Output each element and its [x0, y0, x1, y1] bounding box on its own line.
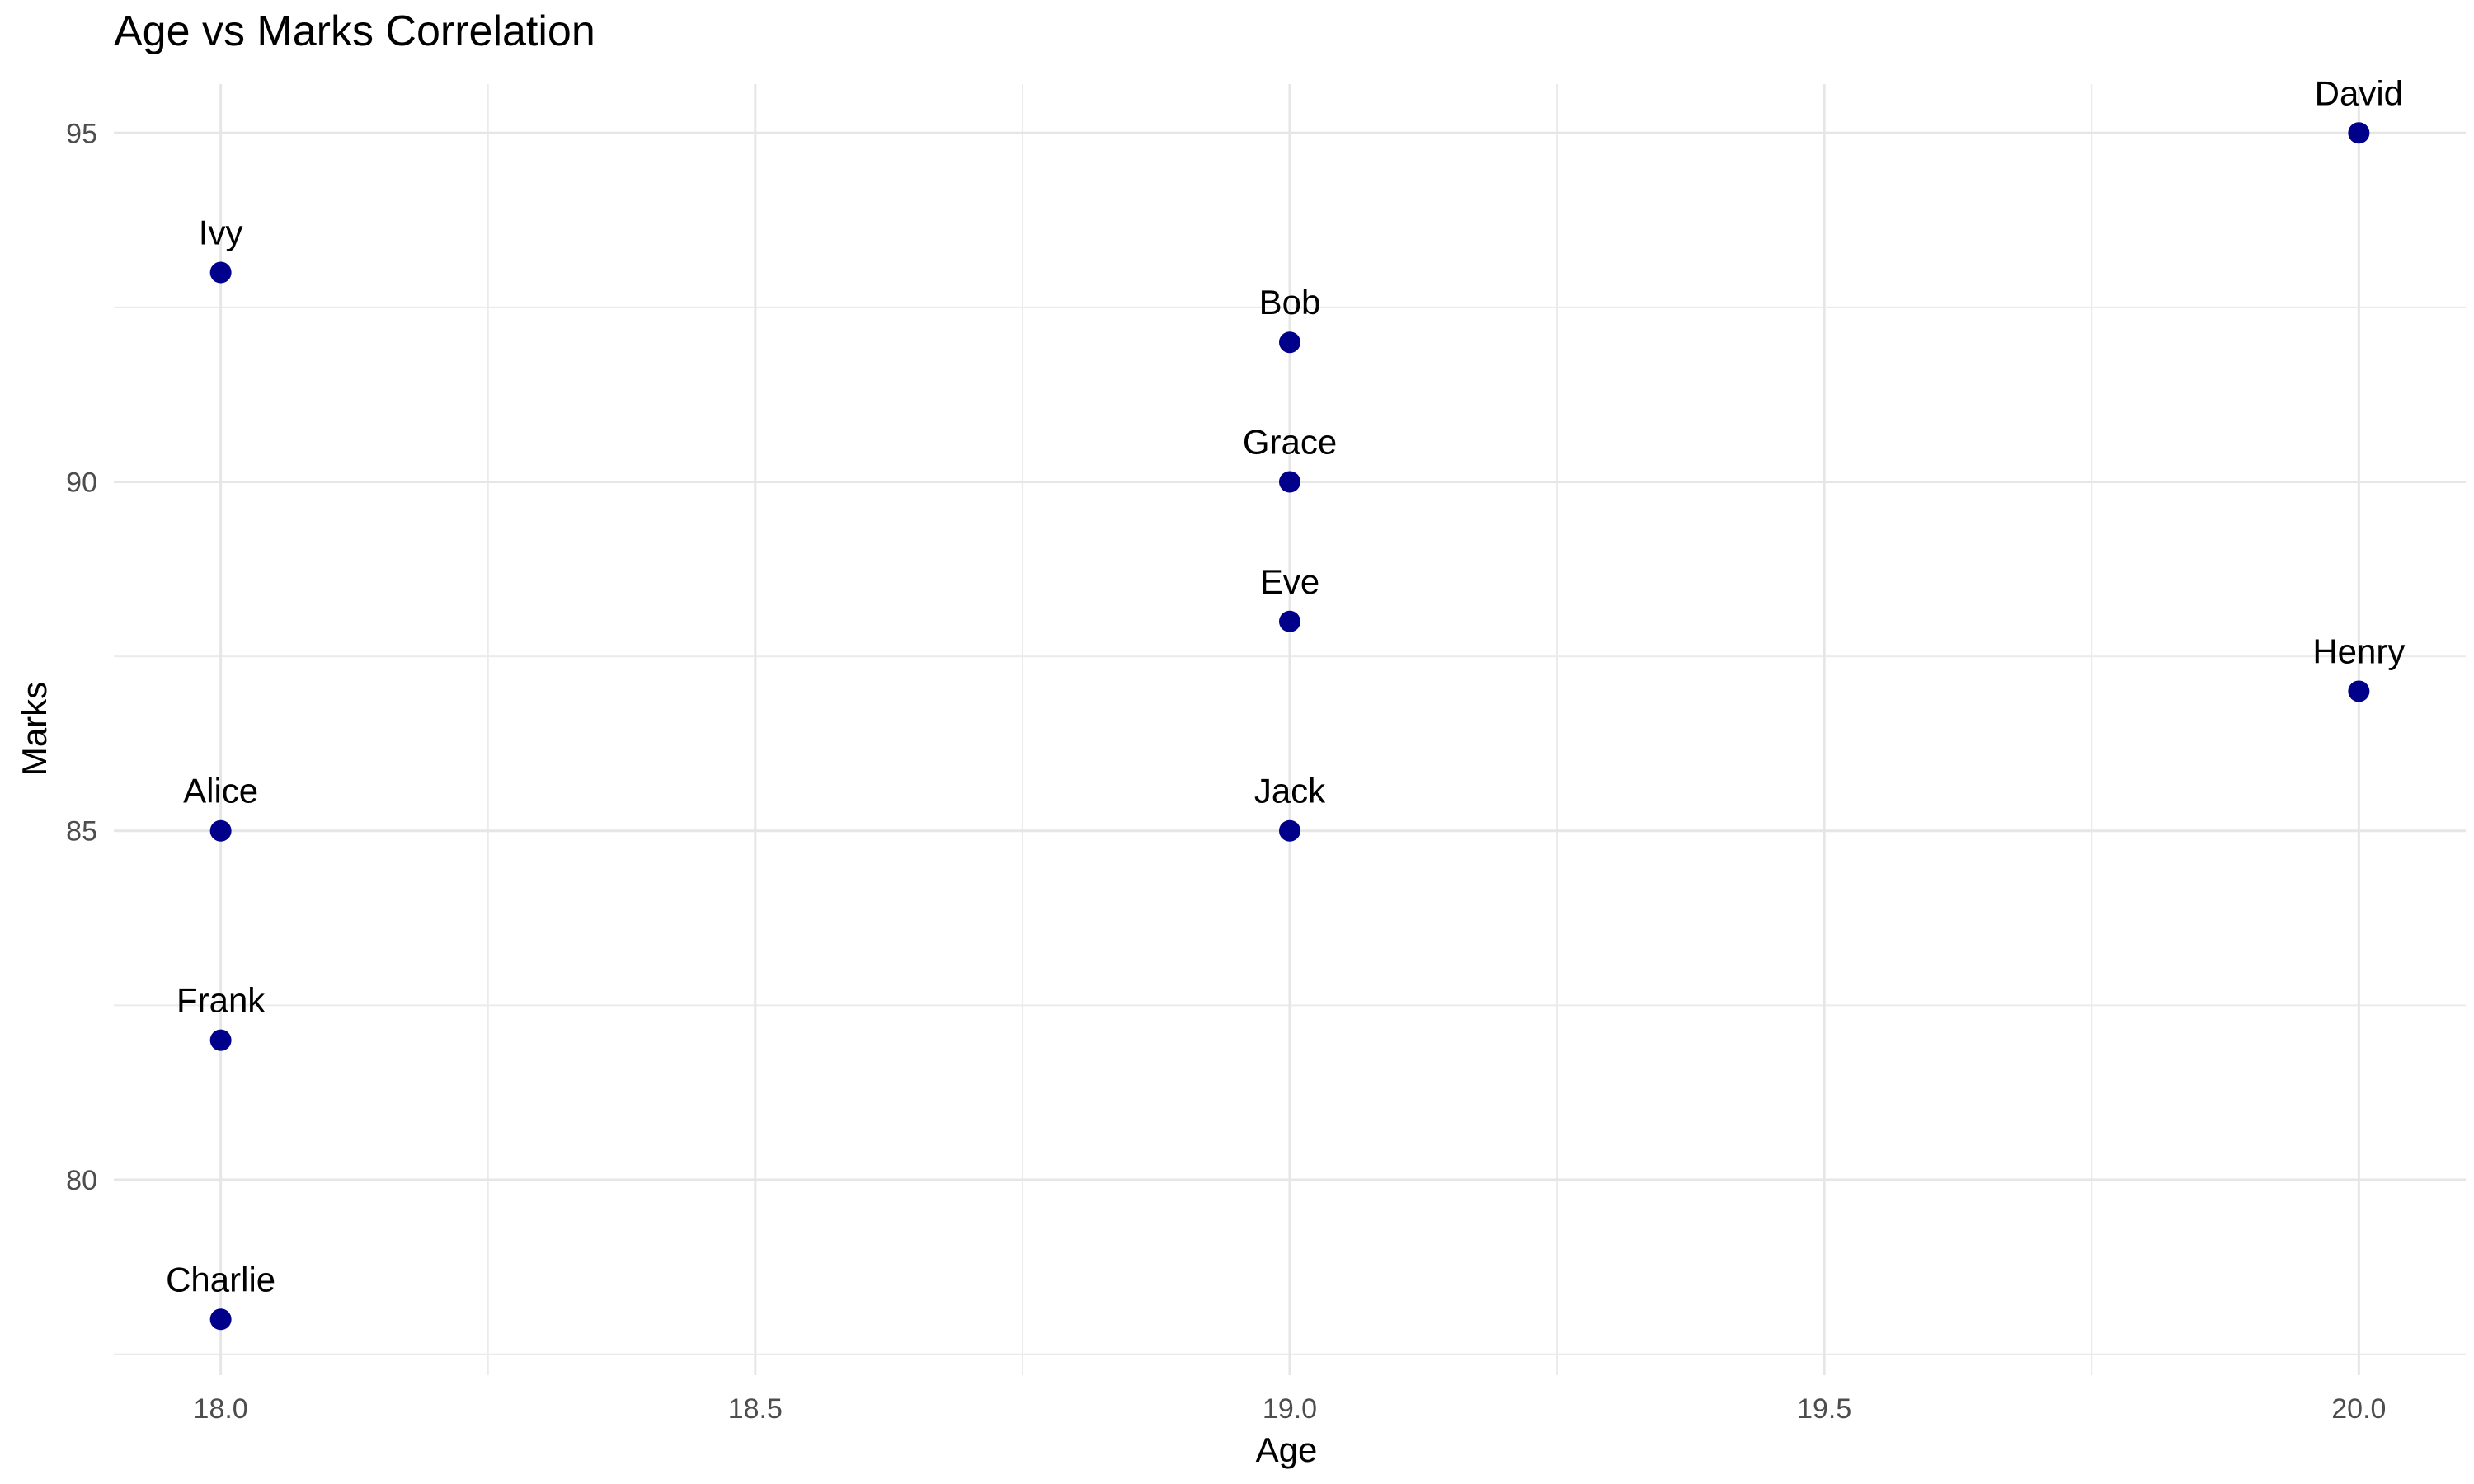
- point-label-jack: Jack: [1254, 772, 1326, 810]
- data-point-jack: [1279, 819, 1300, 842]
- data-points: [209, 122, 2370, 1331]
- data-point-david: [2348, 122, 2370, 144]
- grid: [114, 84, 2466, 1375]
- point-label-bob: Bob: [1259, 283, 1321, 322]
- point-label-eve: Eve: [1260, 562, 1319, 601]
- point-label-henry: Henry: [2312, 632, 2405, 670]
- x-tick-label: 18.0: [194, 1393, 248, 1425]
- x-tick-label: 20.0: [2331, 1393, 2386, 1425]
- data-point-henry: [2348, 680, 2370, 702]
- x-tick-label: 19.0: [1263, 1393, 1317, 1425]
- axis-titles: Age Marks: [15, 682, 1317, 1469]
- point-labels: Alice Bob Charlie David Eve Frank Grace Henry Iv…: [166, 73, 2405, 1298]
- data-point-bob: [1279, 331, 1300, 354]
- data-point-frank: [209, 1029, 232, 1051]
- point-label-grace: Grace: [1243, 422, 1337, 461]
- y-tick-label: 85: [66, 816, 97, 848]
- y-tick-label: 80: [66, 1165, 97, 1196]
- y-tick-label: 90: [66, 467, 97, 498]
- data-point-eve: [1279, 610, 1300, 632]
- point-label-charlie: Charlie: [166, 1260, 275, 1298]
- data-point-alice: [209, 819, 232, 842]
- y-tick-label: 95: [66, 118, 97, 149]
- data-point-ivy: [209, 261, 232, 284]
- tick-labels: 18.0 18.5 19.0 19.5 20.0 80 85 90 95: [66, 118, 2386, 1425]
- y-axis-title: Marks: [15, 682, 54, 776]
- data-point-grace: [1279, 471, 1300, 493]
- data-point-charlie: [209, 1308, 232, 1331]
- point-label-david: David: [2315, 73, 2403, 112]
- point-label-ivy: Ivy: [199, 214, 243, 252]
- x-axis-title: Age: [1256, 1430, 1318, 1469]
- point-label-alice: Alice: [183, 772, 258, 810]
- x-tick-label: 18.5: [728, 1393, 783, 1425]
- x-tick-label: 19.5: [1797, 1393, 1851, 1425]
- chart-title: Age vs Marks Correlation: [114, 7, 595, 55]
- point-label-frank: Frank: [176, 981, 266, 1020]
